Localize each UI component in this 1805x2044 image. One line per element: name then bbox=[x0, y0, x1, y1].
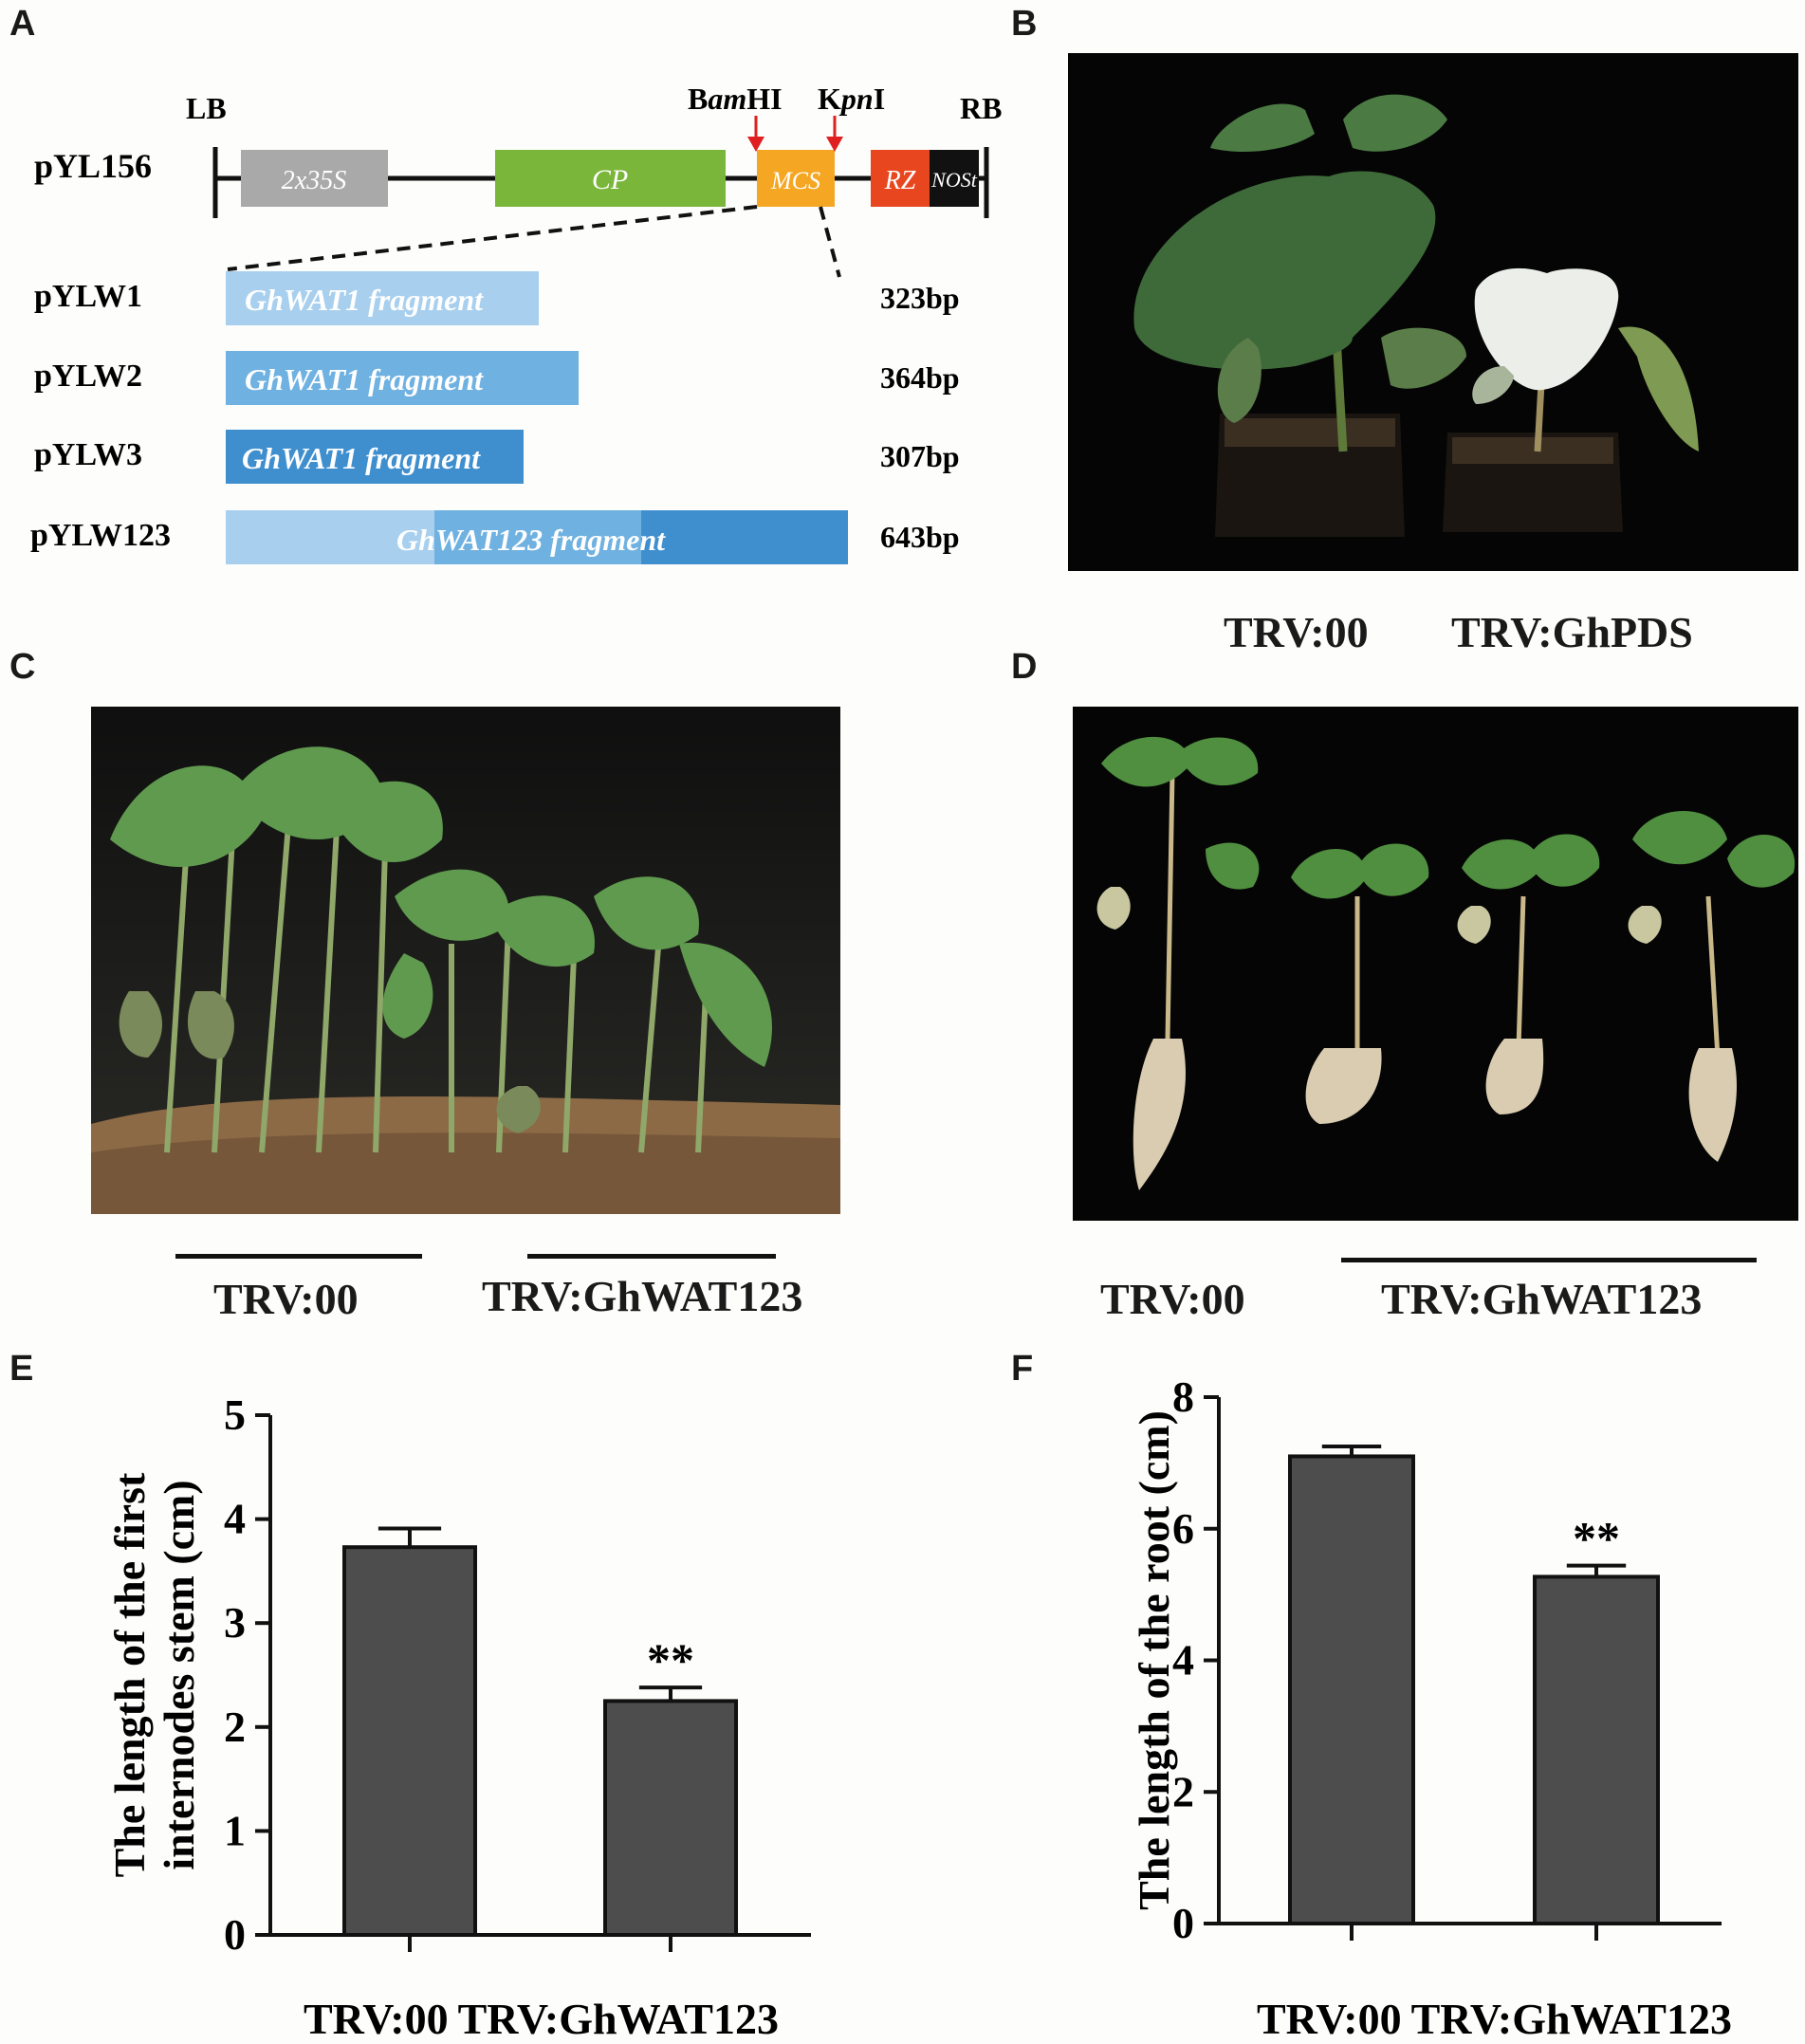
panel-e-letter: E bbox=[9, 1349, 34, 1389]
construct-name: pYLW1 bbox=[34, 279, 142, 314]
x-category-label: TRV:00 bbox=[1257, 1995, 1402, 2043]
chart-root-length: 0 2 4 6 8 ** TRV:00 TRV:GhWAT123 The length of t… bbox=[1130, 1372, 1732, 2043]
panel-d-underline-treatment bbox=[1341, 1258, 1757, 1262]
y-tick-label: 1 bbox=[224, 1806, 246, 1854]
promoter-box bbox=[241, 150, 388, 207]
rz-box bbox=[871, 150, 930, 207]
plant-illustration bbox=[1073, 707, 1798, 1221]
plant-illustration bbox=[91, 707, 840, 1214]
fragment-label: GhWAT1 fragment bbox=[245, 283, 484, 317]
cp-box bbox=[495, 150, 726, 207]
fragment-bar-segment-3 bbox=[641, 510, 848, 564]
panel-d-label-treatment: TRV:GhWAT123 bbox=[1381, 1275, 1703, 1323]
photo-uprooted-plants bbox=[1073, 707, 1798, 1221]
fragment-size: 643bp bbox=[880, 520, 960, 554]
fragment-bar bbox=[226, 351, 579, 405]
fragment-size: 323bp bbox=[880, 281, 960, 315]
fragment-label: GhWAT123 fragment bbox=[396, 523, 666, 557]
bar bbox=[1288, 1454, 1415, 1925]
x-category-labels: TRV:00 TRV:GhWAT123 bbox=[304, 1995, 779, 2043]
kpni-arrow-head bbox=[826, 137, 843, 152]
kpni-label: KpnI bbox=[818, 82, 885, 116]
photo-pds-silencing bbox=[1068, 53, 1798, 571]
y-tick-label: 0 bbox=[224, 1910, 246, 1959]
mcs-label: MCS bbox=[770, 167, 820, 194]
x-category-label: TRV:GhWAT123 bbox=[1411, 1995, 1732, 2043]
construct-name: pYLW2 bbox=[34, 359, 142, 394]
rb-label: RB bbox=[960, 91, 1002, 125]
chart-internode-length: 0 1 2 3 4 5 ** TRV:00 TRV:GhWAT123 The length of … bbox=[105, 1390, 811, 2043]
y-axis-label-line-1: The length of the first bbox=[105, 1472, 154, 1877]
construct-row-1: pYLW1 GhWAT1 fragment 323bp bbox=[34, 271, 960, 325]
significance-label: ** bbox=[647, 1633, 694, 1686]
fragment-bar-segment-1 bbox=[226, 510, 434, 564]
fragment-bar bbox=[226, 430, 524, 484]
panel-b-label-pds: TRV:GhPDS bbox=[1451, 608, 1693, 656]
photo-plants-in-soil bbox=[91, 707, 840, 1214]
y-axis-label: The length of the root (cm) bbox=[1130, 1410, 1178, 1910]
fragment-size: 307bp bbox=[880, 439, 960, 473]
nos-box bbox=[930, 150, 979, 207]
fragment-label: GhWAT1 fragment bbox=[245, 362, 484, 396]
x-category-label: TRV:00 bbox=[304, 1995, 449, 2043]
y-tick-label: 8 bbox=[1172, 1372, 1194, 1421]
bar bbox=[342, 1545, 477, 1938]
bamhi-label: BamHI bbox=[688, 82, 783, 116]
y-tick-label: 4 bbox=[224, 1495, 246, 1543]
y-tick-label: 2 bbox=[224, 1703, 246, 1751]
rz-label: RZ bbox=[884, 166, 916, 195]
mcs-box bbox=[757, 150, 835, 207]
nos-label: NOSt bbox=[930, 168, 978, 192]
panel-d-letter: D bbox=[1011, 647, 1038, 687]
y-tick-label: 3 bbox=[224, 1598, 246, 1647]
lb-label: LB bbox=[186, 91, 227, 125]
construct-name: pYLW3 bbox=[34, 437, 142, 472]
vector-name: pYL156 bbox=[34, 147, 152, 185]
plant-illustration bbox=[1068, 53, 1798, 571]
panel-b-letter: B bbox=[1011, 4, 1038, 44]
y-tick-label: 4 bbox=[1172, 1636, 1194, 1685]
panel-c-letter: C bbox=[9, 647, 36, 687]
panel-b-label-control: TRV:00 bbox=[1224, 608, 1369, 656]
fragment-bar bbox=[226, 271, 539, 325]
expansion-dashed-left bbox=[227, 205, 758, 271]
x-category-label: TRV:GhWAT123 bbox=[458, 1995, 779, 2043]
panel-f-letter: F bbox=[1011, 1349, 1034, 1389]
expansion-dashed-right bbox=[819, 206, 841, 278]
significance-label: ** bbox=[1573, 1512, 1620, 1565]
y-tick-label: 0 bbox=[1172, 1899, 1194, 1947]
bar bbox=[603, 1699, 738, 1937]
cp-label: CP bbox=[592, 164, 628, 195]
panel-c-underline-control bbox=[175, 1254, 422, 1259]
panel-c-label-treatment: TRV:GhWAT123 bbox=[482, 1272, 803, 1320]
panel-d-label-control: TRV:00 bbox=[1100, 1275, 1245, 1323]
panel-c-underline-treatment bbox=[527, 1254, 776, 1259]
bar bbox=[1533, 1574, 1660, 1926]
fragment-label: GhWAT1 fragment bbox=[242, 441, 481, 475]
y-tick-label: 6 bbox=[1172, 1504, 1194, 1553]
construct-name: pYLW123 bbox=[30, 518, 171, 553]
construct-row-4: pYLW123 GhWAT123 fragment 643bp bbox=[30, 510, 960, 564]
fragment-bar-segment-2 bbox=[434, 510, 641, 564]
y-tick-label: 5 bbox=[224, 1390, 246, 1439]
x-category-labels: TRV:00 TRV:GhWAT123 bbox=[1257, 1995, 1732, 2043]
construct-row-3: pYLW3 GhWAT1 fragment 307bp bbox=[34, 430, 960, 484]
promoter-label: 2x35S bbox=[282, 166, 346, 195]
y-axis-label-line-2: internodes stem (cm) bbox=[155, 1480, 203, 1869]
construct-row-2: pYLW2 GhWAT1 fragment 364bp bbox=[34, 351, 960, 405]
vector-map-diagram: LB RB pYL156 2x35S CP MCS RZ NOSt BamHI … bbox=[30, 82, 1002, 564]
bamhi-arrow-head bbox=[747, 137, 764, 152]
panel-a-letter: A bbox=[9, 4, 36, 44]
y-tick-label: 2 bbox=[1172, 1767, 1194, 1815]
panel-c-label-control: TRV:00 bbox=[213, 1275, 359, 1323]
fragment-size: 364bp bbox=[880, 360, 960, 395]
